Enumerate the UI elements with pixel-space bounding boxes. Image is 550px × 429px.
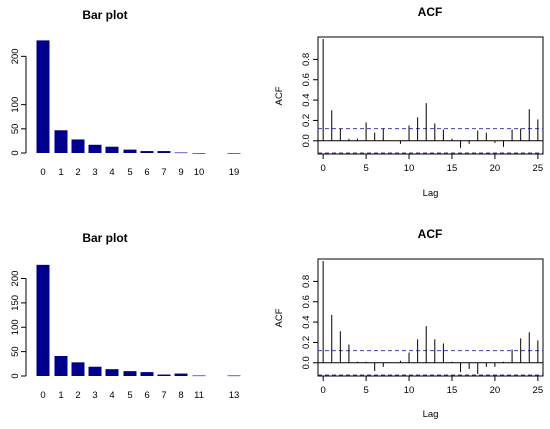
- y-tick-label: 50: [10, 124, 21, 135]
- y-tick-label: 100: [10, 97, 21, 113]
- y-tick-label: 0.4: [301, 315, 312, 328]
- category-label: 7: [161, 390, 166, 401]
- y-tick-label: 100: [10, 319, 21, 335]
- category-label: 0: [40, 390, 45, 401]
- y-tick-label: 0: [10, 373, 21, 378]
- category-label: 8: [178, 390, 183, 401]
- y-tick-label: 0.6: [301, 73, 312, 86]
- category-label: 13: [229, 390, 240, 401]
- category-label: 6: [144, 167, 149, 178]
- y-tick-label: 150: [10, 295, 21, 311]
- chart-3: Bar plot 0 50 100 150 200 0 1 2 3 4 5 6 7 8 11 13: [10, 231, 241, 401]
- plot-frame: [317, 258, 544, 377]
- category-label: 0: [40, 167, 45, 178]
- y-tick-label: 0.6: [301, 295, 312, 308]
- y-tick-label: 0: [10, 150, 21, 155]
- y-axis-label: ACF: [274, 308, 285, 327]
- bar: [36, 264, 50, 376]
- bar: [123, 371, 137, 376]
- bar: [54, 130, 68, 153]
- bar: [88, 144, 102, 153]
- y-tick-label: 0.2: [301, 336, 312, 349]
- bar: [192, 153, 206, 154]
- chart-1: Bar plot 0 50 100 200 0 1 2 3 4 5 6 7 9 10 19: [10, 8, 241, 178]
- x-tick-label: 25: [533, 163, 544, 174]
- y-tick-label: 0.0: [301, 356, 312, 369]
- chart-title: Bar plot: [82, 8, 127, 22]
- category-label: 7: [161, 167, 166, 178]
- x-tick-label: 5: [363, 385, 368, 396]
- bar: [36, 40, 50, 154]
- category-label: 9: [178, 167, 183, 178]
- y-tick-label: 0.4: [301, 93, 312, 106]
- category-label: 3: [92, 390, 97, 401]
- category-label: 11: [194, 390, 204, 401]
- y-tick-label: 0.8: [301, 53, 312, 66]
- bar: [105, 369, 119, 376]
- category-label: 2: [75, 167, 80, 178]
- y-tick-label: 50: [10, 346, 21, 357]
- bar: [174, 152, 188, 154]
- chart-title: ACF: [418, 5, 443, 19]
- x-tick-label: 5: [363, 163, 368, 174]
- y-tick-label: 0.8: [301, 275, 312, 288]
- category-label: 1: [58, 167, 63, 178]
- bar: [123, 149, 137, 153]
- y-tick-label: 200: [10, 271, 21, 287]
- chart-4: ACF 0 5 10 15 20 25 0.0 0.2 0.4 0.6 0.8 Lag ACF: [274, 227, 544, 420]
- bar: [157, 374, 171, 376]
- chart-title: ACF: [418, 227, 443, 241]
- x-tick-label: 25: [533, 385, 544, 396]
- bar: [192, 375, 206, 377]
- category-label: 5: [127, 167, 132, 178]
- x-tick-label: 20: [490, 163, 501, 174]
- y-tick-label: 200: [10, 48, 21, 64]
- category-label: 19: [229, 167, 240, 178]
- category-label: 3: [92, 167, 97, 178]
- x-tick-label: 20: [490, 385, 501, 396]
- category-label: 6: [144, 390, 149, 401]
- chart-title: Bar plot: [82, 231, 127, 245]
- x-tick-label: 10: [404, 163, 415, 174]
- bar: [174, 373, 188, 376]
- x-axis-label: Lag: [423, 188, 439, 199]
- category-label: 4: [109, 390, 114, 401]
- category-label: 2: [75, 390, 80, 401]
- category-label: 10: [194, 167, 205, 178]
- bar: [227, 375, 241, 377]
- chart-2: ACF 0 5 10 15 20 25 0.0 0.2 0.4 0.6 0.8 Lag ACF: [274, 5, 544, 199]
- y-axis-label: ACF: [274, 86, 285, 105]
- x-tick-label: 0: [321, 385, 326, 396]
- x-tick-label: 15: [447, 163, 458, 174]
- bar: [105, 146, 119, 153]
- category-label: 4: [109, 167, 114, 178]
- bar: [140, 151, 154, 153]
- plot-frame: [317, 36, 544, 155]
- bar: [54, 356, 68, 376]
- bar: [227, 153, 241, 154]
- category-label: 1: [58, 390, 63, 401]
- x-tick-label: 0: [321, 163, 326, 174]
- bar: [157, 151, 171, 153]
- bar: [88, 366, 102, 376]
- y-tick-label: 0.0: [301, 134, 312, 147]
- bar: [71, 362, 85, 376]
- x-tick-label: 15: [447, 385, 458, 396]
- x-tick-label: 10: [404, 385, 415, 396]
- y-tick-label: 0.2: [301, 114, 312, 127]
- bar: [71, 139, 85, 153]
- bar: [140, 372, 154, 376]
- x-axis-label: Lag: [423, 409, 439, 420]
- category-label: 5: [127, 390, 132, 401]
